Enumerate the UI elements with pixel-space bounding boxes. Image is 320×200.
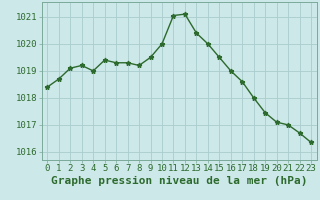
X-axis label: Graphe pression niveau de la mer (hPa): Graphe pression niveau de la mer (hPa) — [51, 176, 308, 186]
